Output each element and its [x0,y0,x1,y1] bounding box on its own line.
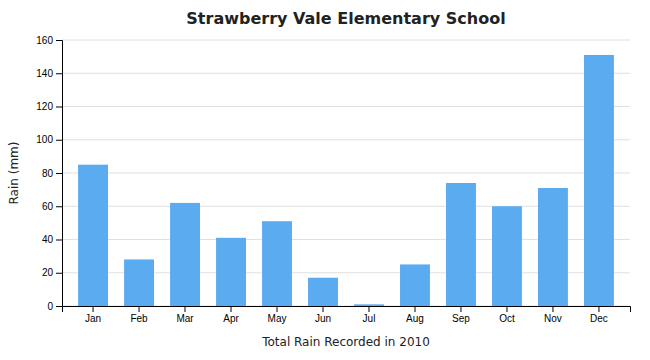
x-tick: Jan [85,306,101,324]
bar [170,203,200,306]
x-axis-line [63,307,631,313]
x-tick-label: Jan [85,313,101,324]
y-tick: 160 [36,35,62,46]
x-tick-label: Dec [590,313,608,324]
y-tick: 20 [42,267,62,278]
y-tick-label: 160 [36,35,53,46]
bar [492,206,522,306]
y-tick-mark [56,107,62,108]
x-tick-mark [323,306,324,312]
bar [124,259,154,306]
x-tick-mark [598,306,599,312]
x-tick-mark [368,306,369,312]
grid-line [62,106,630,107]
x-tick: Mar [176,306,194,324]
x-tick-mark [460,306,461,312]
x-tick-mark [414,306,415,312]
x-tick-label: Nov [544,313,562,324]
y-tick-label: 20 [42,267,54,278]
x-tick-label: Oct [499,313,515,324]
x-axis-title: Total Rain Recorded in 2010 [261,335,430,349]
y-tick-label: 60 [42,201,54,212]
y-tick-label: 0 [47,301,53,312]
x-tick: Aug [406,306,424,324]
grid-line [62,139,630,140]
grid-line [62,73,630,74]
x-tick-mark [552,306,553,312]
y-tick: 80 [42,168,62,179]
x-tick: Jul [363,306,376,324]
y-tick-mark [56,240,62,241]
x-tick-mark [185,306,186,312]
y-tick: 0 [47,301,62,312]
chart-container: Jan Feb Mar Apr May Jun Jul Aug Sep Oct Nov Dec 0 20 4… [0,0,650,360]
chart-svg: Jan Feb Mar Apr May Jun Jul Aug Sep Oct Nov Dec 0 20 4… [0,0,650,360]
x-tick: May [268,306,287,324]
x-tick-label: Apr [223,313,239,324]
x-tick-label: Mar [176,313,194,324]
x-tick: Dec [590,306,608,324]
x-tick-mark [506,306,507,312]
y-tick-mark [56,140,62,141]
x-tick-label: Jul [363,313,376,324]
grid [62,40,630,306]
y-tick-mark [56,273,62,274]
x-tick-mark [231,306,232,312]
bar [400,264,430,306]
x-tick: Jun [315,306,331,324]
y-tick: 100 [36,134,62,145]
x-tick-label: May [268,313,287,324]
y-tick-label: 120 [36,101,53,112]
x-axis: Jan Feb Mar Apr May Jun Jul Aug Sep Oct Nov Dec [63,306,631,324]
x-tick: Apr [223,306,239,324]
x-tick: Sep [452,306,470,324]
y-axis: 0 20 40 60 80 100 120 140 160 [36,35,62,312]
title: Strawberry Vale Elementary School [186,9,505,28]
x-tick-mark [277,306,278,312]
y-tick: 140 [36,68,62,79]
bar [584,55,614,306]
x-tick-label: Feb [130,313,148,324]
bar [78,165,108,306]
plot-area: Jan Feb Mar Apr May Jun Jul Aug Sep Oct Nov Dec 0 20 4… [36,35,630,324]
x-tick-label: Jun [315,313,331,324]
bars [78,55,614,306]
y-tick-mark [56,73,62,74]
y-tick-mark [56,40,62,41]
y-tick-mark [56,173,62,174]
x-tick-label: Sep [452,313,470,324]
y-tick-label: 80 [42,168,54,179]
x-tick-label: Aug [406,313,424,324]
y-axis-line [56,41,63,307]
x-tick: Nov [544,306,562,324]
bar [446,183,476,306]
y-tick: 60 [42,201,62,212]
y-axis-title: Rain (mm) [7,142,21,205]
bar [308,278,338,306]
y-tick: 40 [42,234,62,245]
y-tick-label: 140 [36,68,53,79]
x-tick-mark [93,306,94,312]
x-tick: Feb [130,306,148,324]
y-tick-label: 100 [36,134,53,145]
bar [262,221,292,306]
x-tick: Oct [499,306,515,324]
grid-line [62,173,630,174]
y-tick: 120 [36,101,62,112]
y-tick-label: 40 [42,234,54,245]
y-tick-mark [56,306,62,307]
x-tick-mark [139,306,140,312]
bar [354,304,384,306]
grid-line [62,40,630,41]
y-tick-mark [56,206,62,207]
bar [216,238,246,306]
bar [538,188,568,306]
